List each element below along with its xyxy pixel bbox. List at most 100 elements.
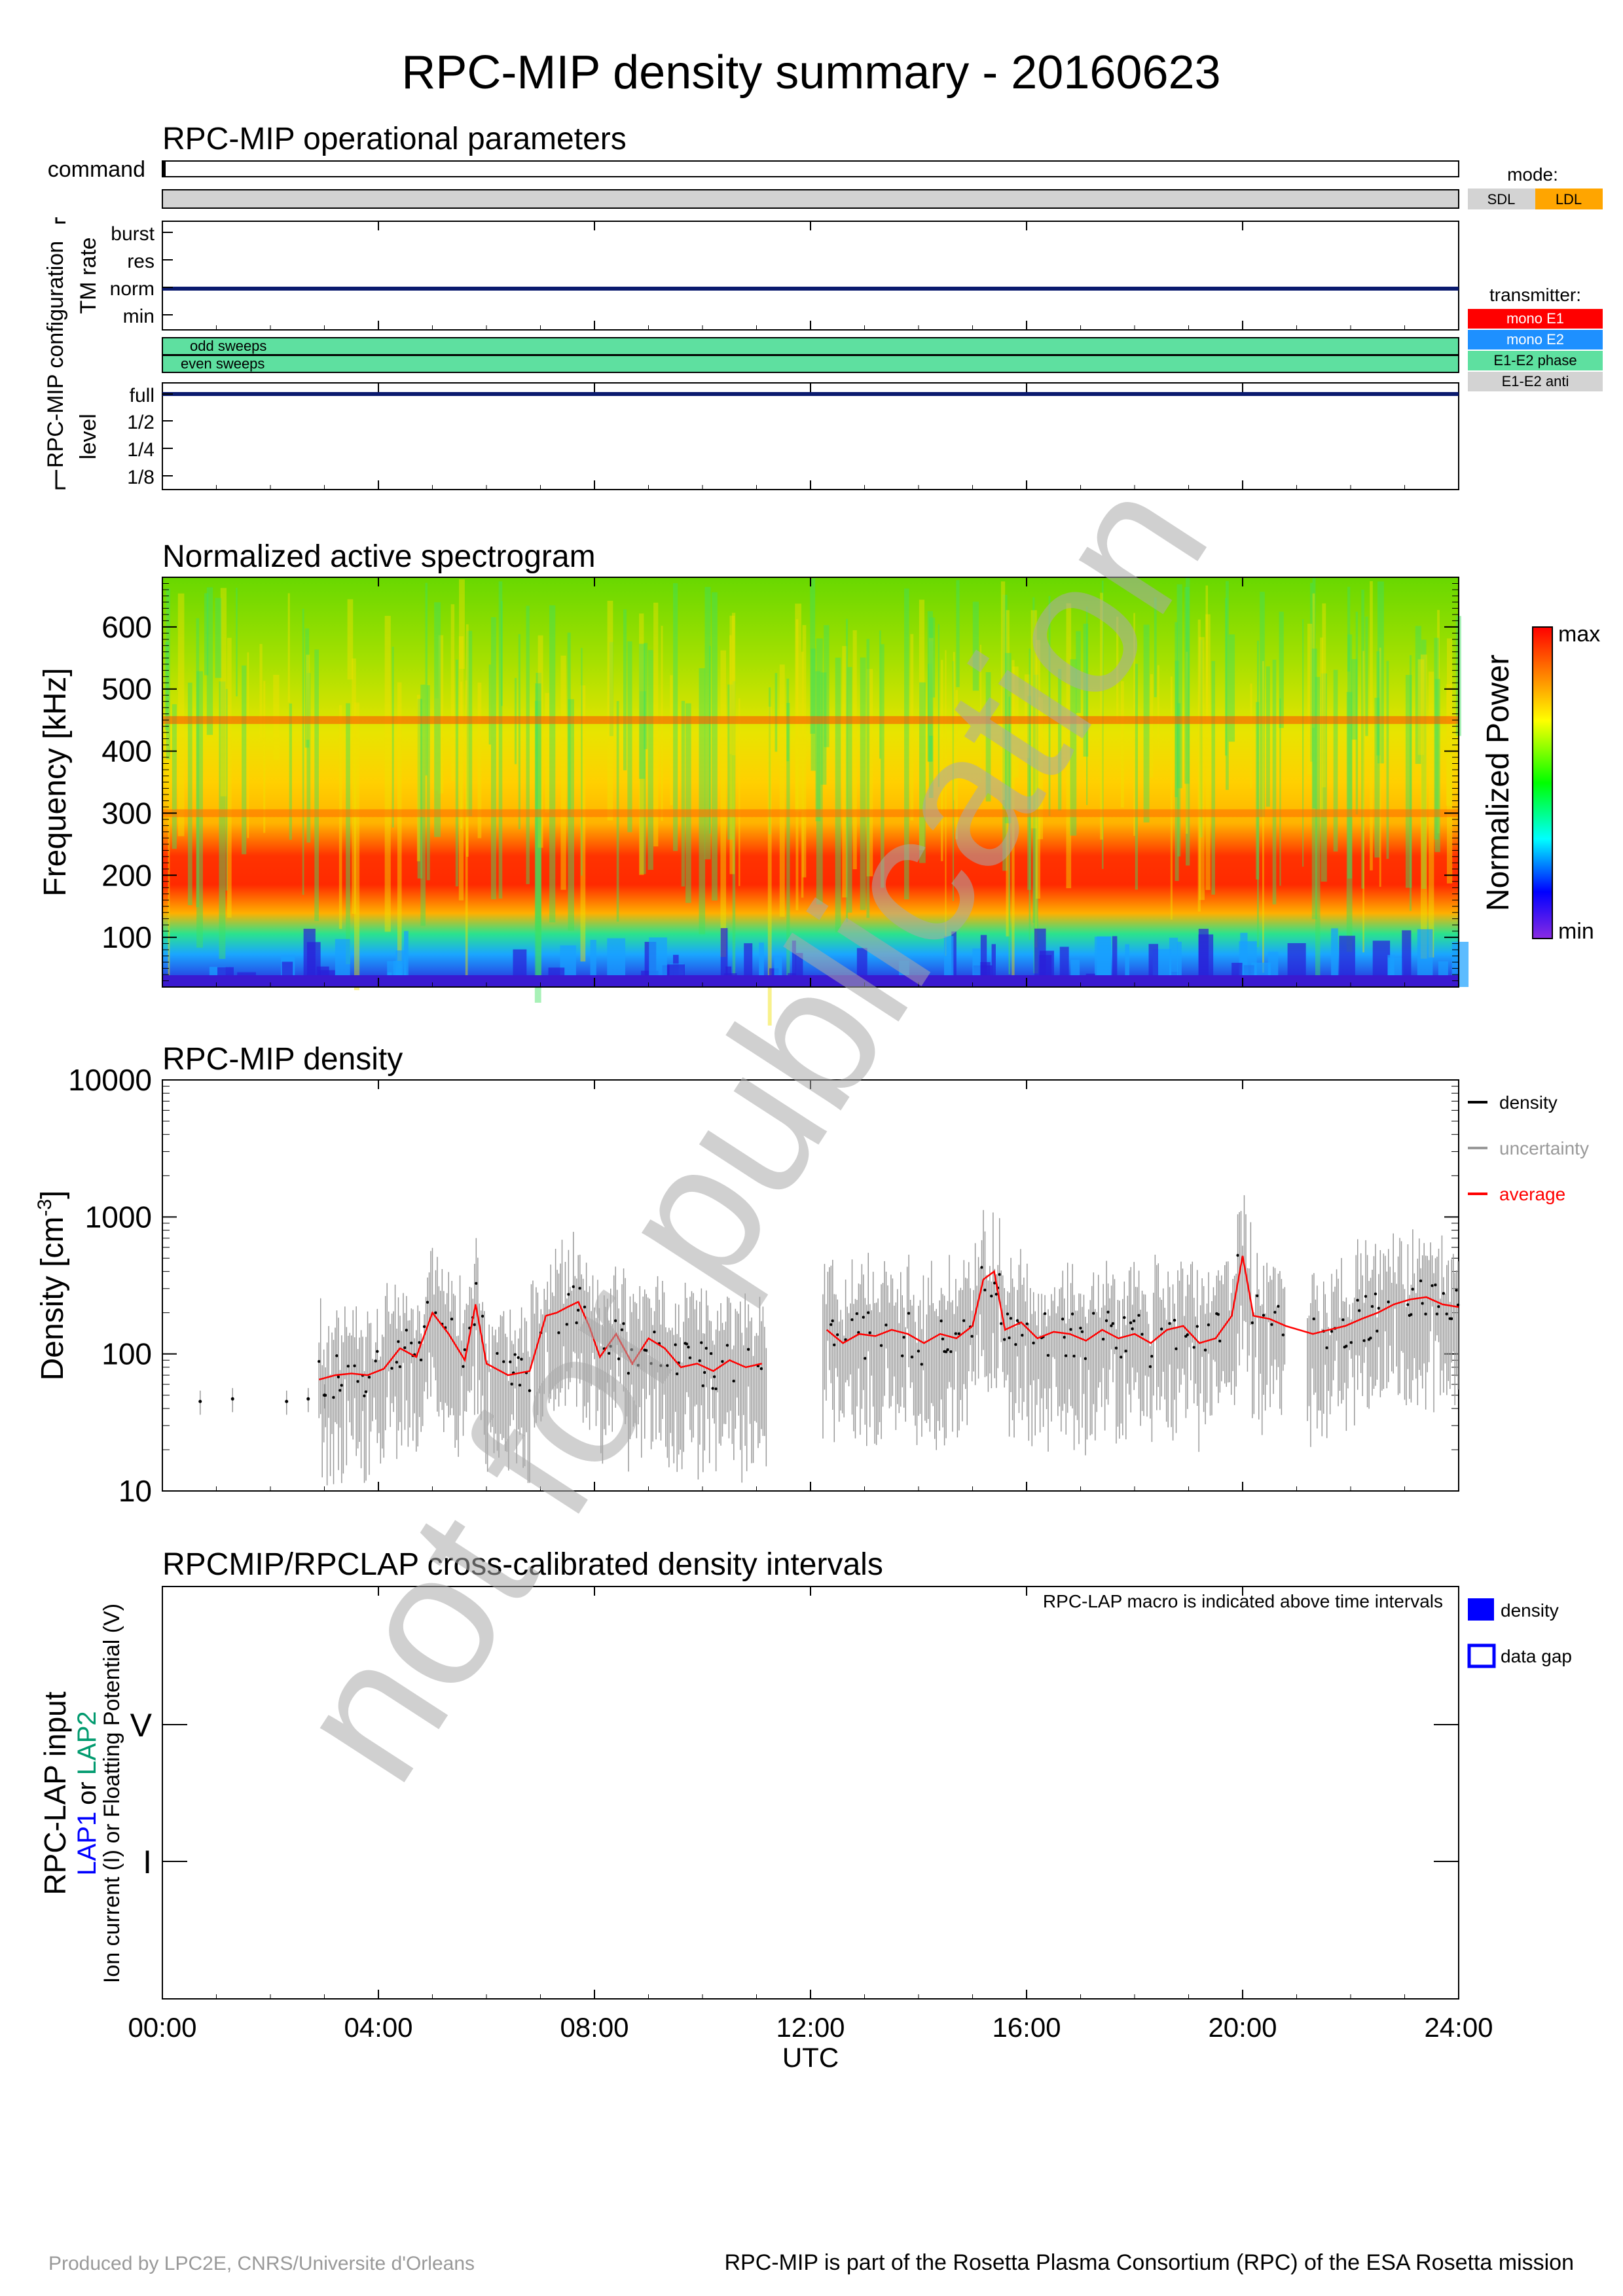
- spectrogram-streak: [928, 664, 932, 762]
- density-point: [346, 1365, 350, 1368]
- spectrogram-streak: [1066, 603, 1072, 889]
- spectrogram-streak: [866, 669, 873, 877]
- density-point: [990, 1294, 993, 1298]
- density-legend-label-0: density: [1499, 1092, 1558, 1113]
- density-point: [759, 1367, 763, 1371]
- density-point: [518, 1384, 522, 1387]
- time-tick-label: 04:00: [344, 2012, 412, 2043]
- spectrogram-streak: [434, 698, 439, 791]
- transmitter-swatch-1: [1468, 330, 1603, 350]
- density-point: [395, 1361, 399, 1364]
- density-point: [1175, 1347, 1178, 1350]
- density-point: [867, 1311, 870, 1314]
- spectrogram-base: [162, 577, 1459, 987]
- panel4-title: RPCMIP/RPCLAP cross-calibrated density i…: [162, 1547, 883, 1582]
- density-point: [998, 1273, 1001, 1276]
- density-point: [502, 1360, 505, 1363]
- density-point: [630, 1348, 634, 1352]
- spectrogram-streak: [263, 681, 266, 833]
- spectrogram-streak: [1351, 659, 1357, 740]
- spectrogram-lowfreq-patch: [303, 928, 316, 987]
- spectrogram-streak: [498, 581, 503, 899]
- density-point: [1387, 1300, 1390, 1304]
- spectrogram-streak: [1347, 586, 1351, 672]
- density-point: [830, 1323, 833, 1326]
- density-point: [1070, 1312, 1074, 1316]
- spectrogram-streak: [1225, 598, 1228, 756]
- spectrogram-streak: [1321, 673, 1327, 882]
- spectrogram-streak: [1315, 677, 1321, 978]
- spectrogram-lowfreq-patch: [1112, 936, 1118, 987]
- spectrogram-streak: [1347, 634, 1353, 879]
- lap-axis-label-sub: Ion current (I) or Floatting Potential (…: [100, 1604, 124, 1983]
- spectrogram-streak: [802, 625, 807, 878]
- spectrogram-streak: [477, 682, 482, 838]
- spectrogram-streak: [1225, 581, 1229, 790]
- spectrogram-streak: [1279, 611, 1284, 728]
- density-point: [902, 1336, 905, 1339]
- spectrogram-streak: [1379, 647, 1381, 887]
- density-point: [1369, 1336, 1372, 1340]
- spectrogram-streak: [580, 685, 586, 962]
- density-point: [450, 1318, 454, 1321]
- spectrogram-streak: [1034, 692, 1038, 948]
- spectrogram-streak: [1312, 578, 1316, 808]
- density-point: [1009, 1317, 1013, 1320]
- density-point: [831, 1319, 835, 1323]
- density-point: [528, 1389, 532, 1392]
- density-tick-label: 10000: [68, 1063, 152, 1097]
- spectrogram-streak: [607, 600, 613, 821]
- even-sweeps-label: even sweeps: [181, 355, 264, 372]
- spectrogram-streak: [392, 647, 394, 828]
- density-point: [721, 1359, 724, 1363]
- spectrogram-lowfreq-patch: [335, 939, 350, 987]
- spectrogram-streak: [1421, 639, 1427, 889]
- transmitter-label-2: E1-E2 phase: [1493, 352, 1577, 368]
- spectrogram-streak: [1374, 698, 1380, 858]
- spectrogram-streak: [846, 619, 848, 922]
- density-point: [434, 1311, 437, 1314]
- density-point: [1445, 1312, 1449, 1316]
- density-point: [318, 1359, 321, 1363]
- density-point: [653, 1330, 656, 1334]
- config-label: RPC-MIP configuration: [43, 241, 68, 468]
- density-point: [1250, 1321, 1254, 1325]
- density-point: [353, 1364, 356, 1367]
- frequency-tick-label: 400: [101, 734, 152, 768]
- spectrogram-streak: [729, 615, 735, 874]
- spectrogram-streak: [919, 682, 926, 863]
- spectrogram-streak: [910, 634, 914, 821]
- density-point: [636, 1363, 640, 1367]
- spectrogram-streak: [1004, 653, 1012, 823]
- lap1-label: LAP1: [73, 1812, 101, 1876]
- spectrogram-streak: [1421, 655, 1427, 959]
- density-point: [901, 1354, 904, 1357]
- density-point: [659, 1364, 663, 1367]
- density-point: [1092, 1312, 1095, 1315]
- colorbar: [1532, 626, 1553, 939]
- spectrogram-streak: [1058, 668, 1062, 811]
- spectrogram-lowfreq-patch: [1176, 941, 1182, 987]
- spectrogram-streak: [220, 588, 227, 797]
- density-point: [418, 1340, 421, 1344]
- density-point: [1421, 1302, 1424, 1305]
- density-point: [746, 1348, 750, 1351]
- spectrogram-streak: [1029, 648, 1031, 941]
- spectrogram-streak: [1256, 702, 1260, 880]
- density-point: [879, 1344, 883, 1348]
- spectrogram-streak: [1157, 665, 1159, 749]
- density-point: [1137, 1314, 1140, 1317]
- spectrogram-streak: [1175, 660, 1179, 882]
- density-point: [1236, 1253, 1239, 1257]
- spectrogram-lowfreq-patch: [1402, 930, 1412, 987]
- lap-legend-density-label: density: [1501, 1600, 1559, 1621]
- density-point: [1104, 1319, 1108, 1323]
- spectrogram-streak: [1036, 639, 1040, 899]
- spectrogram-streak: [536, 672, 542, 988]
- density-point: [1437, 1305, 1440, 1308]
- density-point: [700, 1341, 703, 1344]
- spectrogram-lowfreq-patch: [774, 956, 782, 987]
- density-point: [1364, 1295, 1368, 1298]
- spectrogram-streak: [172, 704, 177, 849]
- spectrogram-lowfreq-patch: [1417, 929, 1433, 987]
